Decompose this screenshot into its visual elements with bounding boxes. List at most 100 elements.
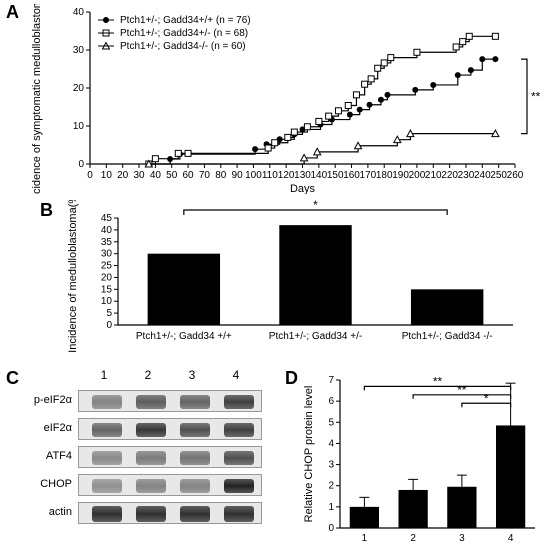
svg-text:45: 45 [101, 213, 113, 224]
blot-band [224, 423, 254, 437]
svg-text:0: 0 [78, 159, 84, 170]
svg-text:200: 200 [409, 170, 426, 181]
svg-text:4: 4 [328, 438, 334, 449]
svg-text:120: 120 [278, 170, 295, 181]
panel-a-chart: 0102030400102030405060708090100110120130… [20, 4, 540, 194]
svg-text:140: 140 [311, 170, 328, 181]
blot-row [78, 446, 262, 468]
svg-text:Ptch1+/-; Gadd34 -/-: Ptch1+/-; Gadd34 -/- [402, 331, 493, 342]
blot-row-label: eIF2α [6, 422, 72, 434]
panel-d-label: D [285, 368, 298, 389]
svg-text:130: 130 [294, 170, 311, 181]
blot-row [78, 502, 262, 524]
panel-b-chart: 051015202530354045Incidence of medullobl… [58, 200, 528, 360]
blot-band [224, 451, 254, 465]
blot-band [180, 423, 210, 437]
svg-text:1: 1 [362, 533, 368, 544]
svg-text:**: ** [457, 383, 467, 397]
svg-text:30: 30 [133, 170, 145, 181]
svg-text:Ptch1+/-; Gadd34+/- (n = 68): Ptch1+/-; Gadd34+/- (n = 68) [120, 28, 248, 39]
blot-band [180, 395, 210, 409]
svg-text:40: 40 [150, 170, 162, 181]
svg-text:Incidence of medulloblastoma(%: Incidence of medulloblastoma(%) [67, 200, 79, 353]
svg-text:Incidence of symptomatic medul: Incidence of symptomatic medulloblastoma… [31, 4, 43, 194]
blot-band [136, 479, 166, 493]
lane-label: 1 [82, 368, 126, 382]
panel-c-blots: 1234p-eIF2αeIF2αATF4CHOPactin [6, 368, 276, 548]
blot-row-label: CHOP [6, 478, 72, 490]
svg-text:30: 30 [73, 45, 85, 56]
panel-d-chart: 01234567Relative CHOP protein level1234*… [300, 368, 545, 548]
svg-text:6: 6 [328, 396, 334, 407]
svg-text:40: 40 [101, 225, 113, 236]
panel-b-label: B [40, 200, 53, 221]
blot-band [136, 451, 166, 465]
svg-text:*: * [484, 391, 489, 405]
svg-text:80: 80 [215, 170, 227, 181]
svg-text:0: 0 [106, 320, 112, 331]
svg-text:210: 210 [425, 170, 442, 181]
lane-label: 2 [126, 368, 170, 382]
blot-band [92, 479, 122, 493]
svg-text:Ptch1+/-; Gadd34 +/+: Ptch1+/-; Gadd34 +/+ [136, 331, 232, 342]
svg-text:220: 220 [441, 170, 458, 181]
svg-text:15: 15 [101, 284, 113, 295]
svg-text:40: 40 [73, 7, 85, 18]
svg-text:2: 2 [410, 533, 416, 544]
blot-band [180, 506, 210, 522]
svg-text:4: 4 [508, 533, 514, 544]
svg-text:240: 240 [474, 170, 491, 181]
svg-text:3: 3 [328, 460, 334, 471]
blot-row [78, 390, 262, 412]
svg-text:5: 5 [106, 308, 112, 319]
svg-text:25: 25 [101, 261, 113, 272]
svg-text:Relative CHOP protein level: Relative CHOP protein level [303, 386, 315, 523]
svg-text:150: 150 [327, 170, 344, 181]
blot-row-label: actin [6, 506, 72, 518]
blot-band [224, 479, 254, 493]
blot-row-label: ATF4 [6, 450, 72, 462]
svg-text:*: * [313, 200, 318, 212]
svg-text:1: 1 [328, 502, 334, 513]
blot-band [92, 423, 122, 437]
svg-text:Ptch1+/-; Gadd34 +/-: Ptch1+/-; Gadd34 +/- [269, 331, 362, 342]
svg-text:10: 10 [101, 296, 113, 307]
svg-text:190: 190 [392, 170, 409, 181]
blot-band [136, 506, 166, 522]
panel-a-label: A [6, 2, 19, 23]
svg-text:2: 2 [328, 481, 334, 492]
blot-band [180, 479, 210, 493]
svg-text:10: 10 [101, 170, 113, 181]
svg-text:60: 60 [183, 170, 195, 181]
blot-band [92, 451, 122, 465]
svg-text:**: ** [433, 374, 443, 388]
svg-text:50: 50 [166, 170, 178, 181]
svg-text:20: 20 [117, 170, 129, 181]
svg-text:90: 90 [232, 170, 244, 181]
svg-text:20: 20 [101, 272, 113, 283]
svg-text:160: 160 [343, 170, 360, 181]
blot-band [136, 395, 166, 409]
blot-row [78, 474, 262, 496]
svg-text:20: 20 [73, 83, 85, 94]
blot-band [92, 395, 122, 409]
svg-text:180: 180 [376, 170, 393, 181]
svg-text:7: 7 [328, 375, 334, 386]
svg-text:170: 170 [360, 170, 377, 181]
blot-band [180, 451, 210, 465]
svg-text:0: 0 [87, 170, 93, 181]
svg-text:110: 110 [262, 170, 278, 181]
lane-label: 4 [214, 368, 258, 382]
blot-band [224, 395, 254, 409]
blot-band [92, 506, 122, 522]
svg-text:0: 0 [328, 523, 334, 534]
svg-text:5: 5 [328, 417, 334, 428]
blot-row [78, 418, 262, 440]
lane-label: 3 [170, 368, 214, 382]
blot-band [224, 506, 254, 522]
svg-text:70: 70 [199, 170, 211, 181]
svg-text:230: 230 [458, 170, 475, 181]
svg-text:100: 100 [245, 170, 262, 181]
svg-text:Ptch1+/-; Gadd34-/- (n = 60): Ptch1+/-; Gadd34-/- (n = 60) [120, 41, 246, 52]
svg-text:30: 30 [101, 249, 113, 260]
